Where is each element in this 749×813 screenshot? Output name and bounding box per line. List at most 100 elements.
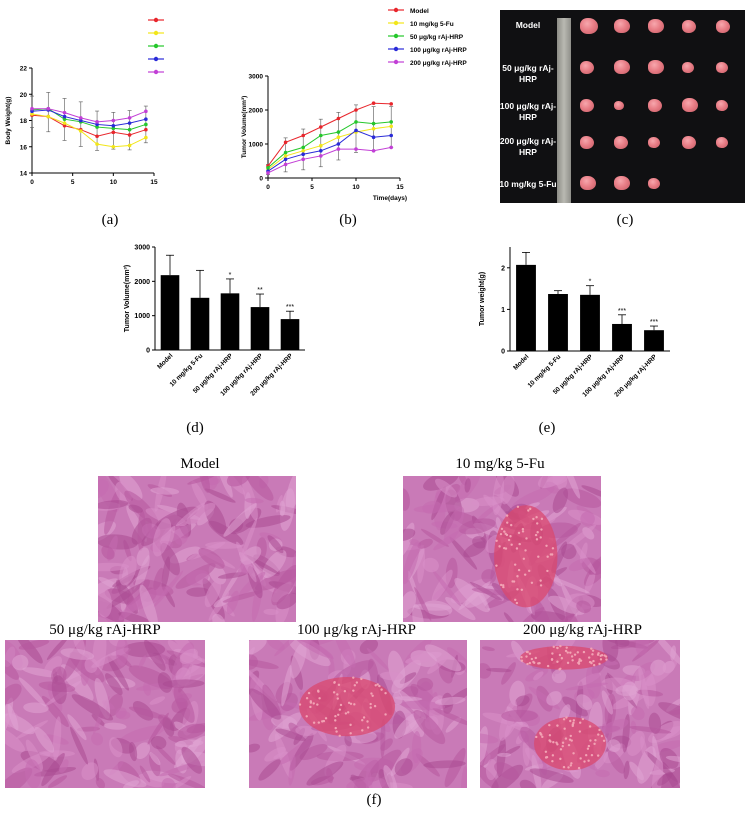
cell: [516, 575, 519, 578]
tissue-fiber: [134, 742, 151, 760]
cell: [591, 649, 595, 652]
cell: [498, 545, 501, 548]
cell: [353, 703, 356, 706]
cell: [551, 547, 555, 550]
tissue-fiber: [23, 702, 49, 714]
cell: [559, 748, 563, 751]
tissue-fiber: [501, 662, 516, 685]
cell: [550, 658, 554, 661]
bar: [548, 294, 568, 351]
significance-label: ***: [618, 308, 626, 315]
necrotic-region: [520, 645, 608, 670]
excised-tumor-photo: Model 50 μg/kg rAj-HRP 100 μg/kg rAj-HRP…: [500, 10, 745, 203]
cell: [336, 697, 339, 700]
tissue-fiber: [615, 685, 639, 696]
data-point: [283, 140, 288, 145]
tissue-fiber: [417, 538, 433, 549]
tissue-fiber: [240, 517, 258, 562]
tissue-fiber: [94, 677, 111, 719]
tissue-fiber: [601, 690, 614, 715]
cell: [598, 728, 601, 732]
tissue-fiber: [153, 570, 184, 608]
tissue-fiber: [546, 691, 562, 706]
cell: [549, 740, 552, 743]
photo-label-200: 200 μg/kg rAj-HRP: [500, 136, 557, 157]
cell: [305, 697, 309, 700]
cell: [322, 719, 326, 723]
tissue-fiber: [454, 578, 490, 613]
cell: [569, 719, 572, 723]
tissue-fiber: [245, 476, 274, 501]
cell: [594, 738, 597, 742]
y-axis-label: Tumor weight(g): [479, 272, 486, 326]
tissue-fiber: [460, 766, 467, 788]
tissue-fiber: [503, 612, 516, 622]
cell: [309, 700, 312, 703]
tumor-sample: [580, 61, 594, 74]
data-point: [62, 114, 67, 119]
tissue-fiber: [422, 557, 439, 573]
data-point: [144, 109, 148, 114]
legend-marker: [393, 20, 399, 26]
cell: [298, 703, 302, 706]
cell: [596, 754, 600, 757]
cell: [369, 702, 372, 706]
tissue-fiber: [127, 579, 150, 606]
data-point: [319, 154, 323, 158]
photo-label-model: Model: [515, 20, 541, 30]
bar: [612, 323, 632, 351]
tissue-fiber: [267, 535, 284, 554]
cell: [545, 544, 548, 548]
cell: [602, 739, 606, 742]
cell: [518, 542, 521, 546]
tumor-sample: [580, 136, 594, 149]
tissue-fiber: [640, 736, 648, 762]
tissue-fiber: [288, 755, 296, 786]
cell: [587, 744, 591, 748]
cell: [569, 764, 572, 767]
tissue-fiber: [645, 660, 678, 686]
cell: [525, 537, 528, 540]
cell: [539, 584, 543, 587]
significance-label: **: [257, 287, 263, 294]
cell: [588, 725, 592, 728]
cell: [539, 579, 542, 582]
bar: [160, 275, 180, 350]
series-line: [31, 108, 147, 131]
tissue-fiber: [665, 755, 680, 763]
tissue-fiber: [181, 746, 203, 774]
cell: [499, 532, 503, 536]
data-point: [127, 127, 132, 132]
tissue-fiber: [533, 671, 544, 681]
tissue-fiber: [294, 640, 334, 659]
legend-marker: [153, 56, 159, 62]
tissue-fiber: [379, 671, 404, 681]
tissue-fiber: [412, 603, 425, 622]
data-point: [389, 133, 393, 138]
data-point: [79, 116, 83, 120]
cell: [376, 683, 379, 686]
data-point: [283, 157, 288, 162]
tissue-fiber: [601, 718, 629, 734]
legend-marker: [393, 46, 399, 52]
tissue-fiber: [144, 640, 166, 671]
x-tick-label: Model: [512, 353, 530, 371]
tissue-fiber: [403, 541, 420, 585]
tumor-sample: [682, 136, 696, 149]
x-tick-label: 15: [150, 179, 158, 186]
cell: [495, 539, 498, 542]
legend-marker: [153, 43, 159, 49]
tissue-fiber: [128, 706, 164, 719]
data-point: [371, 135, 376, 139]
cell: [516, 588, 519, 591]
cell: [370, 692, 373, 695]
tissue-fiber: [204, 579, 222, 608]
data-point: [62, 123, 67, 128]
cell: [373, 704, 377, 708]
histo-title-5fu: 10 mg/kg 5-Fu: [455, 456, 545, 472]
tissue-fiber: [548, 595, 585, 615]
tissue-fiber: [115, 707, 127, 719]
tissue-fiber: [105, 673, 123, 696]
tissue-fiber: [153, 567, 164, 591]
